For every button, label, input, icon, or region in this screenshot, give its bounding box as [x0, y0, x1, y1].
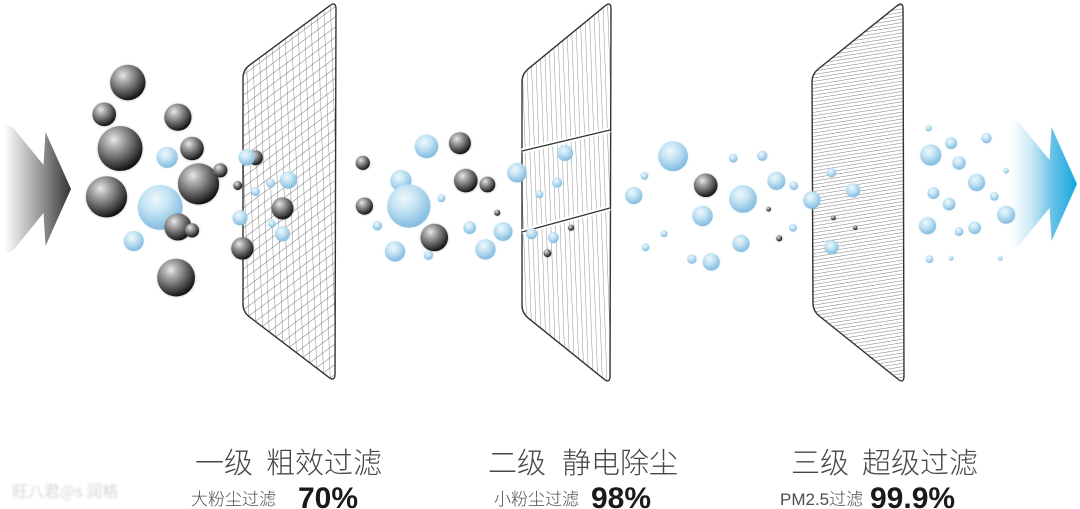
svg-text:三级: 三级	[791, 440, 849, 482]
svg-text:98%: 98%	[591, 482, 651, 509]
svg-text:粗效过滤: 粗效过滤	[266, 440, 382, 482]
svg-text:一级: 一级	[195, 440, 253, 482]
svg-text:小粉尘过滤: 小粉尘过滤	[494, 485, 579, 509]
svg-text:二级: 二级	[488, 440, 546, 482]
svg-text:旺八君@s 润格: 旺八君@s 润格	[12, 478, 118, 502]
svg-text:70%: 70%	[298, 482, 358, 509]
svg-text:静电除尘: 静电除尘	[562, 440, 678, 482]
svg-text:PM2.5过滤: PM2.5过滤	[780, 490, 863, 509]
svg-text:大粉尘过滤: 大粉尘过滤	[191, 485, 276, 509]
svg-text:99.9%: 99.9%	[870, 482, 955, 509]
svg-text:超级过滤: 超级过滤	[862, 440, 978, 482]
